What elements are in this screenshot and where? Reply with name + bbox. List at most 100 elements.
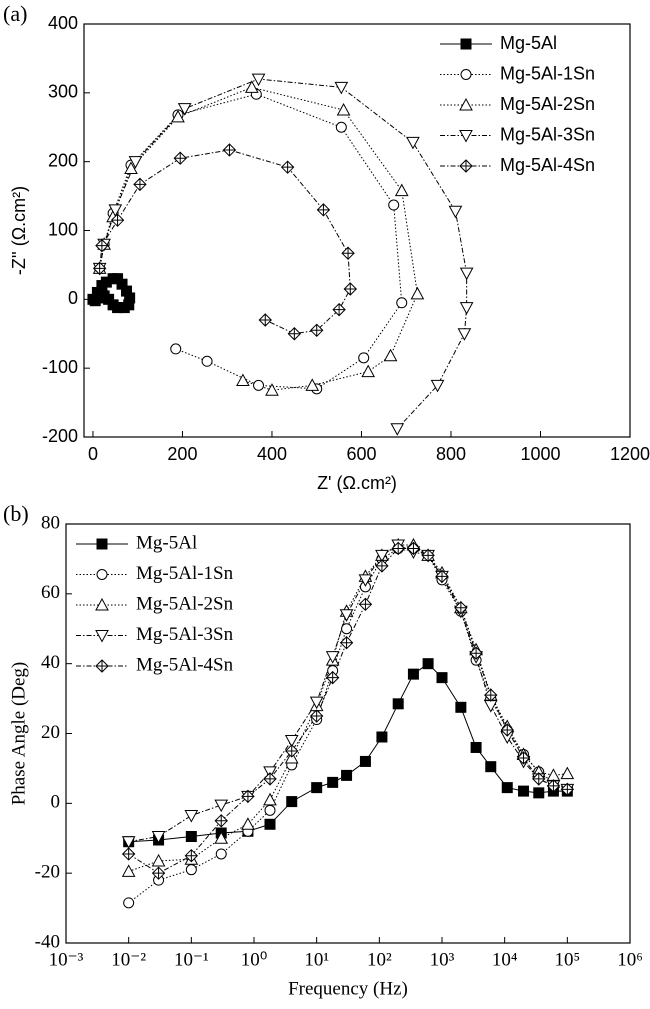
- y-tick-label: -200: [42, 426, 78, 446]
- marker: [96, 538, 108, 550]
- marker: [184, 810, 199, 823]
- series-line: [99, 86, 418, 391]
- marker: [358, 574, 373, 587]
- marker: [335, 121, 347, 133]
- marker: [421, 548, 435, 563]
- marker: [459, 302, 474, 315]
- marker: [336, 102, 351, 116]
- marker: [264, 804, 276, 816]
- x-tick-label: 800: [436, 444, 466, 464]
- marker: [532, 772, 546, 786]
- marker: [133, 177, 147, 192]
- y-tick-label: 300: [48, 82, 78, 102]
- legend-label: Mg-5Al-4Sn: [136, 654, 234, 675]
- marker: [392, 698, 404, 710]
- x-tick-label: 10⁻³: [49, 949, 84, 970]
- y-tick-label: -20: [35, 862, 60, 883]
- marker: [406, 541, 421, 556]
- marker: [95, 630, 109, 643]
- marker: [410, 286, 425, 300]
- marker: [185, 831, 197, 843]
- marker: [263, 772, 277, 786]
- marker: [92, 261, 107, 276]
- marker: [151, 853, 166, 867]
- marker: [309, 709, 324, 723]
- marker: [325, 651, 340, 664]
- marker: [215, 848, 227, 860]
- marker: [388, 199, 400, 211]
- marker: [311, 782, 323, 794]
- legend-label: Mg-5Al-1Sn: [136, 563, 234, 584]
- marker: [459, 267, 474, 281]
- marker: [222, 143, 237, 157]
- panel-label: (a): [3, 1, 27, 26]
- x-tick-label: 10⁶: [617, 949, 643, 970]
- marker: [500, 723, 514, 737]
- marker: [244, 80, 259, 93]
- marker: [214, 799, 229, 813]
- marker: [460, 38, 472, 50]
- marker: [460, 69, 472, 80]
- marker: [358, 352, 370, 364]
- marker: [280, 160, 295, 174]
- marker: [448, 205, 463, 219]
- x-tick-label: 600: [346, 444, 376, 464]
- y-tick-label: -100: [42, 357, 78, 377]
- marker: [484, 688, 498, 702]
- marker: [173, 151, 187, 165]
- marker: [121, 864, 136, 877]
- marker: [236, 373, 250, 387]
- marker: [325, 670, 340, 685]
- y-tick-label: 0: [68, 288, 78, 308]
- marker: [436, 672, 448, 684]
- x-tick-label: 1200: [610, 444, 650, 464]
- marker: [341, 769, 353, 781]
- x-tick-label: 1000: [520, 444, 560, 464]
- marker: [121, 847, 136, 861]
- marker: [483, 700, 498, 713]
- x-tick-label: 10⁴: [492, 949, 518, 970]
- y-tick-label: 40: [41, 652, 60, 673]
- marker: [516, 751, 531, 765]
- marker: [560, 782, 575, 797]
- marker: [485, 761, 497, 773]
- x-tick-label: 400: [257, 444, 287, 464]
- marker: [95, 238, 109, 253]
- marker: [184, 849, 199, 863]
- marker: [375, 549, 389, 563]
- marker: [470, 741, 482, 753]
- marker: [151, 866, 166, 880]
- marker: [391, 541, 405, 556]
- series-line: [128, 544, 568, 843]
- marker: [316, 203, 331, 217]
- legend-label: Mg-5Al: [136, 532, 197, 553]
- x-axis-label: Frequency (Hz): [288, 978, 408, 999]
- marker: [327, 776, 339, 788]
- marker: [310, 323, 324, 338]
- marker: [201, 355, 213, 367]
- x-tick-label: 10⁵: [555, 949, 581, 970]
- marker: [375, 559, 389, 573]
- x-tick-label: 10⁻¹: [174, 949, 209, 970]
- x-tick-label: 10⁻²: [111, 949, 146, 970]
- x-tick-label: 10³: [430, 949, 455, 970]
- marker: [185, 864, 197, 876]
- marker: [309, 696, 324, 710]
- marker: [361, 364, 376, 378]
- marker: [170, 343, 182, 355]
- marker: [264, 818, 276, 830]
- marker: [435, 569, 449, 584]
- marker: [339, 636, 354, 650]
- marker: [332, 302, 346, 317]
- y-axis-label: -Z'' (Ω.cm²): [9, 186, 29, 275]
- legend-label: Mg-5Al-2Sn: [136, 593, 234, 614]
- marker: [128, 156, 143, 169]
- marker: [358, 597, 373, 612]
- y-tick-label: 400: [48, 13, 78, 33]
- marker: [394, 183, 409, 197]
- marker: [95, 597, 109, 611]
- x-tick-label: 10²: [367, 949, 392, 970]
- plot-frame: [83, 23, 631, 438]
- y-tick-label: 0: [51, 792, 61, 813]
